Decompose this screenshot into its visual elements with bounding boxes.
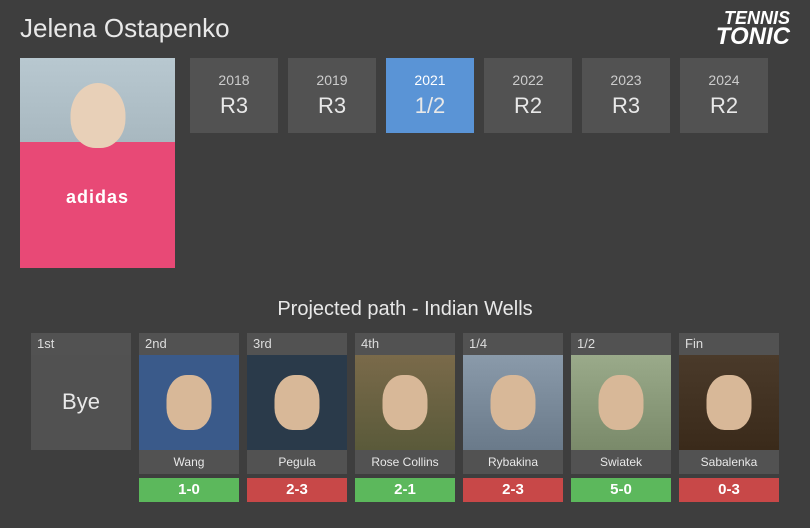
year-card[interactable]: 2024 R2: [680, 58, 768, 133]
path-card[interactable]: 4th Rose Collins 2-1: [355, 333, 455, 502]
year-card[interactable]: 2018 R3: [190, 58, 278, 133]
player-photo: [20, 58, 175, 268]
face-icon: [599, 375, 644, 430]
opponent-photo: [139, 355, 239, 450]
path-card[interactable]: Fin Sabalenka 0-3: [679, 333, 779, 502]
face-icon: [707, 375, 752, 430]
h2h-record: 1-0: [139, 478, 239, 502]
brand-logo: TENNIS TONIC: [716, 10, 790, 48]
bye-label: Bye: [31, 355, 131, 450]
round-label: 1/4: [463, 333, 563, 355]
opponent-photo: [355, 355, 455, 450]
path-card[interactable]: 3rd Pegula 2-3: [247, 333, 347, 502]
year-result: R3: [318, 93, 346, 119]
round-label: 1st: [31, 333, 131, 355]
h2h-record: 0-3: [679, 478, 779, 502]
h2h-record: 2-1: [355, 478, 455, 502]
projected-path-title: Projected path - Indian Wells: [0, 298, 810, 321]
logo-line-2: TONIC: [716, 26, 790, 48]
opponent-photo: [571, 355, 671, 450]
face-icon: [275, 375, 320, 430]
opponent-photo: [679, 355, 779, 450]
opponent-name: Swiatek: [571, 450, 671, 474]
year-result: R3: [612, 93, 640, 119]
year-label: 2023: [610, 72, 641, 88]
year-result: R2: [514, 93, 542, 119]
year-result: R2: [710, 93, 738, 119]
player-name: Jelena Ostapenko: [20, 13, 230, 44]
round-label: 4th: [355, 333, 455, 355]
face-icon: [383, 375, 428, 430]
year-label: 2019: [316, 72, 347, 88]
opponent-photo: [463, 355, 563, 450]
year-card[interactable]: 2019 R3: [288, 58, 376, 133]
path-card[interactable]: 1stBye: [31, 333, 131, 502]
year-card[interactable]: 2021 1/2: [386, 58, 474, 133]
path-card[interactable]: 1/2 Swiatek 5-0: [571, 333, 671, 502]
opponent-name: Sabalenka: [679, 450, 779, 474]
face-icon: [167, 375, 212, 430]
h2h-record: 5-0: [571, 478, 671, 502]
h2h-record: 2-3: [247, 478, 347, 502]
round-label: 3rd: [247, 333, 347, 355]
header: Jelena Ostapenko TENNIS TONIC: [0, 0, 810, 58]
year-label: 2024: [708, 72, 739, 88]
h2h-record: 2-3: [463, 478, 563, 502]
projected-path-row: 1stBye 2nd Wang 1-0 3rd Pegula 2-3 4th Rose Coll…: [0, 333, 810, 502]
year-card[interactable]: 2022 R2: [484, 58, 572, 133]
opponent-name: Wang: [139, 450, 239, 474]
face-icon: [491, 375, 536, 430]
year-result: R3: [220, 93, 248, 119]
path-card[interactable]: 2nd Wang 1-0: [139, 333, 239, 502]
round-label: 1/2: [571, 333, 671, 355]
top-section: 2018 R3 2019 R3 2021 1/2 2022 R2 2023 R3 2024 R2: [0, 58, 810, 268]
opponent-name: Pegula: [247, 450, 347, 474]
year-label: 2018: [218, 72, 249, 88]
year-results-row: 2018 R3 2019 R3 2021 1/2 2022 R2 2023 R3 2024 R2: [190, 58, 768, 133]
round-label: Fin: [679, 333, 779, 355]
opponent-name: Rose Collins: [355, 450, 455, 474]
year-card[interactable]: 2023 R3: [582, 58, 670, 133]
opponent-photo: [247, 355, 347, 450]
year-result: 1/2: [415, 93, 446, 119]
round-label: 2nd: [139, 333, 239, 355]
year-label: 2021: [414, 72, 445, 88]
year-label: 2022: [512, 72, 543, 88]
opponent-name: Rybakina: [463, 450, 563, 474]
path-card[interactable]: 1/4 Rybakina 2-3: [463, 333, 563, 502]
